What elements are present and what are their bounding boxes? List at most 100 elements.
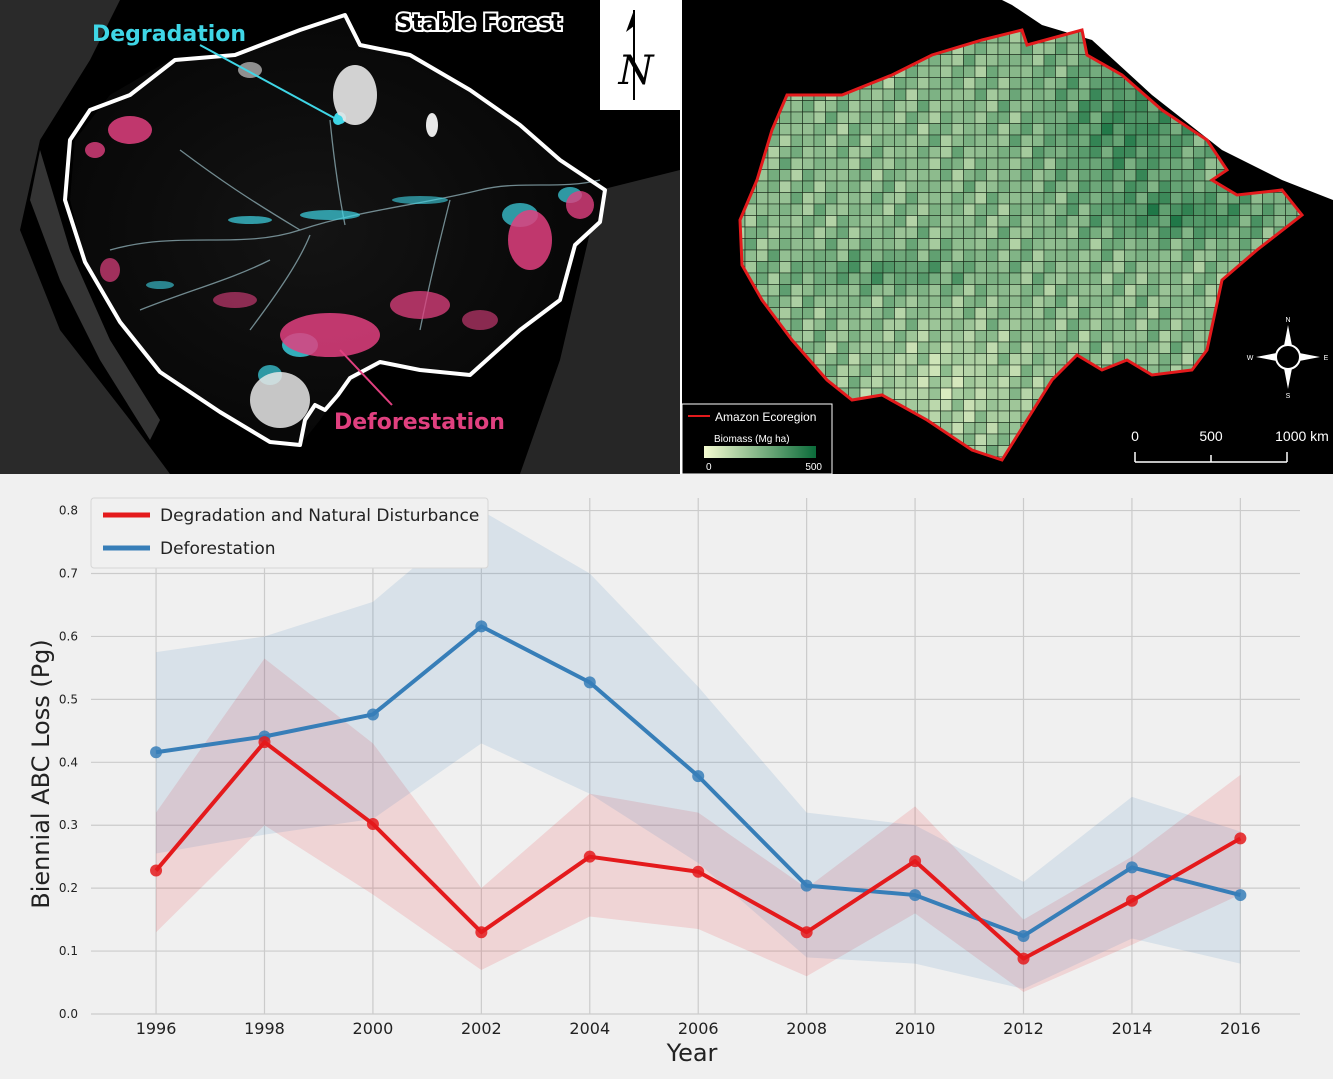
biomass-cell [1055, 42, 1068, 55]
biomass-cell [1135, 295, 1148, 308]
biomass-cell [974, 410, 987, 423]
biomass-cell [859, 215, 872, 228]
biomass-cell [974, 42, 987, 55]
data-point [692, 865, 705, 878]
biomass-cell [859, 330, 872, 343]
biomass-cell [1193, 146, 1206, 159]
biomass-cell [928, 226, 941, 239]
biomass-cell [1009, 123, 1022, 136]
biomass-cell [848, 215, 861, 228]
biomass-cell [1250, 215, 1263, 228]
x-tick-label: 2016 [1220, 1019, 1261, 1038]
biomass-cell [917, 203, 930, 216]
biomass-cell [905, 307, 918, 320]
biomass-cell [1043, 272, 1056, 285]
biomass-cell [1170, 341, 1183, 354]
biomass-cell [1009, 364, 1022, 377]
biomass-cell [859, 376, 872, 389]
biomass-cell [1009, 77, 1022, 90]
biomass-cell [790, 238, 803, 251]
biomass-cell [1009, 318, 1022, 331]
biomass-cell [1009, 272, 1022, 285]
biomass-cell [997, 272, 1010, 285]
biomass-cell [1227, 226, 1240, 239]
biomass-cell [905, 123, 918, 136]
biomass-cell [779, 295, 792, 308]
biomass-cell [997, 54, 1010, 67]
biomass-cell [905, 157, 918, 170]
biomass-cell [1020, 134, 1033, 147]
biomass-cell [1135, 180, 1148, 193]
biomass-cell [1193, 261, 1206, 274]
biomass-cell [986, 318, 999, 331]
biomass-cell [1032, 134, 1045, 147]
biomass-cell [1262, 192, 1275, 205]
biomass-cell [1158, 215, 1171, 228]
biomass-cell [1101, 169, 1114, 182]
biomass-cell [871, 295, 884, 308]
biomass-cell [848, 169, 861, 182]
biomass-cell [1066, 65, 1079, 78]
biomass-cell [974, 146, 987, 159]
biomass-cell [882, 100, 895, 113]
biomass-cell [1055, 146, 1068, 159]
biomass-cell [1032, 65, 1045, 78]
legend-label: Deforestation [160, 539, 276, 559]
scale-bar-tick-0: 0 [1131, 428, 1139, 444]
biomass-cell [1032, 146, 1045, 159]
biomass-cell [836, 261, 849, 274]
amazon-basin [70, 15, 605, 445]
biomass-cell [813, 203, 826, 216]
biomass-cell [963, 226, 976, 239]
biomass-cell [974, 180, 987, 193]
biomass-cell [917, 261, 930, 274]
biomass-cell [1158, 134, 1171, 147]
biomass-cell [779, 169, 792, 182]
biomass-cell [859, 249, 872, 262]
compass-e: E [1324, 355, 1329, 362]
biomass-cell [974, 341, 987, 354]
biomass-cell [1020, 238, 1033, 251]
biomass-cell [1020, 318, 1033, 331]
biomass-cell [986, 387, 999, 400]
terrain-east [520, 170, 680, 474]
biomass-cell [940, 111, 953, 124]
biomass-cell [963, 330, 976, 343]
biomass-cell [997, 387, 1010, 400]
biomass-cell [779, 123, 792, 136]
biomass-cell [928, 203, 941, 216]
biomass-cell [1043, 330, 1056, 343]
biomass-cell [1101, 330, 1114, 343]
biomass-cell [986, 192, 999, 205]
biomass-cell [1124, 261, 1137, 274]
biomass-cell [871, 364, 884, 377]
biomass-cell [905, 364, 918, 377]
biomass-cell [1147, 272, 1160, 285]
biomass-cell [882, 330, 895, 343]
biomass-cell [905, 261, 918, 274]
biomass-cell [963, 111, 976, 124]
biomass-cell [767, 226, 780, 239]
biomass-cell [940, 215, 953, 228]
biomass-cell [963, 157, 976, 170]
biomass-cell [1078, 215, 1091, 228]
biomass-cell [1216, 261, 1229, 274]
biomass-cell [986, 410, 999, 423]
biomass-cell [917, 272, 930, 285]
biomass-cell [859, 238, 872, 251]
biomass-cell [963, 410, 976, 423]
biomass-cell [813, 238, 826, 251]
biomass-cell [1078, 192, 1091, 205]
biomass-cell [1135, 134, 1148, 147]
biomass-cell [917, 249, 930, 262]
biomass-cell [997, 433, 1010, 446]
biomass-cell [963, 272, 976, 285]
north-arrow-icon: N [618, 10, 656, 100]
biomass-cell [825, 249, 838, 262]
biomass-cell [974, 295, 987, 308]
biomass-cell [1020, 399, 1033, 412]
biomass-cell [1055, 238, 1068, 251]
biomass-cell [1101, 146, 1114, 159]
biomass-cell [928, 249, 941, 262]
biomass-cell [1043, 54, 1056, 67]
